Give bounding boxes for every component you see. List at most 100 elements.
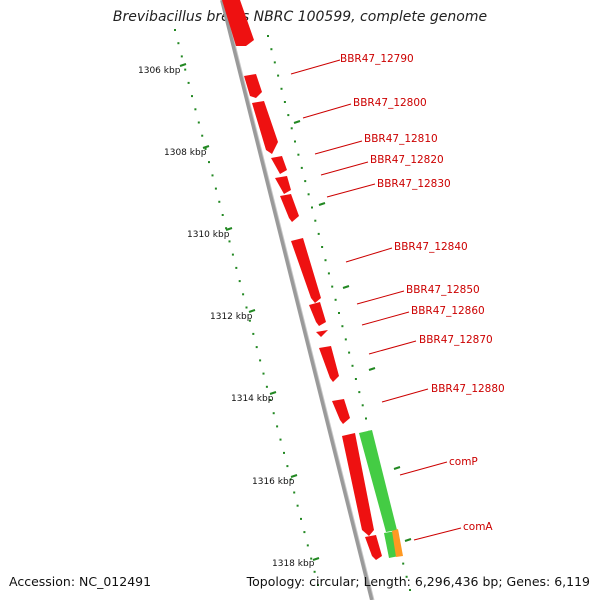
- track-dot: [277, 75, 279, 77]
- track-dot: [300, 518, 302, 520]
- track-dot: [276, 425, 278, 427]
- gene-label[interactable]: BBR47_12830: [377, 178, 451, 190]
- gene-label[interactable]: BBR47_12810: [364, 133, 438, 145]
- track-major-tick: [294, 121, 300, 123]
- track-dot: [355, 378, 357, 380]
- track-dot: [242, 293, 244, 295]
- gene-label[interactable]: BBR47_12870: [419, 334, 493, 346]
- track-major-tick: [405, 539, 411, 541]
- gene-label[interactable]: BBR47_12800: [353, 97, 427, 109]
- track-dot: [284, 101, 286, 103]
- track-dot: [266, 386, 268, 388]
- track-dot: [318, 233, 320, 235]
- track-dot: [270, 48, 272, 50]
- track-dot: [218, 201, 220, 203]
- genome-summary-text: Topology: circular; Length: 6,296,436 bp…: [247, 574, 590, 589]
- gene-label[interactable]: BBR47_12860: [411, 305, 485, 317]
- track-dot: [232, 254, 234, 256]
- accession-text: Accession: NC_012491: [9, 574, 151, 589]
- gene-block[interactable]: [271, 156, 287, 174]
- track-major-tick: [394, 467, 400, 469]
- track-dot: [304, 180, 306, 182]
- leader-line: [369, 341, 416, 354]
- track-dot: [208, 161, 210, 163]
- track-major-tick: [343, 286, 349, 288]
- track-dot: [335, 299, 337, 301]
- track-dot: [286, 465, 288, 467]
- gene-label[interactable]: BBR47_12880: [431, 383, 505, 395]
- genome-backbone: [222, 0, 372, 600]
- kbp-tick-label: 1316 kbp: [252, 477, 295, 487]
- track-dot: [338, 312, 340, 314]
- track-dot: [212, 174, 214, 176]
- kbp-tick-label: 1306 kbp: [138, 66, 181, 76]
- track-dot: [177, 42, 179, 44]
- track-dot: [331, 286, 333, 288]
- track-dot: [229, 240, 231, 242]
- gene-block[interactable]: [319, 346, 339, 382]
- leader-line: [291, 60, 340, 74]
- track-dot: [308, 193, 310, 195]
- leader-line: [321, 162, 368, 175]
- leader-line: [346, 248, 392, 262]
- leader-line: [315, 141, 362, 154]
- gene-block[interactable]: [316, 330, 328, 337]
- track-dot: [263, 373, 265, 375]
- track-dot: [194, 108, 196, 110]
- leader-line: [362, 312, 409, 325]
- gene-label[interactable]: comA: [463, 521, 493, 533]
- track-dot: [314, 220, 316, 222]
- gene-block[interactable]: [365, 535, 382, 560]
- track-dot: [321, 246, 323, 248]
- leader-line: [414, 528, 461, 540]
- gene-block[interactable]: [275, 176, 291, 194]
- leader-line: [382, 389, 428, 402]
- track-dot: [198, 122, 200, 124]
- track-major-tick: [319, 203, 325, 205]
- track-dot: [259, 359, 261, 361]
- gene-label[interactable]: BBR47_12840: [394, 241, 468, 253]
- kbp-tick-label: 1314 kbp: [231, 394, 274, 404]
- track-dot: [358, 391, 360, 393]
- track-dot: [201, 135, 203, 137]
- gene-block[interactable]: [280, 194, 299, 222]
- kbp-tick-label: 1312 kbp: [210, 312, 253, 322]
- kbp-tick-label: 1310 kbp: [187, 230, 230, 240]
- track-dot: [301, 167, 303, 169]
- track-dot: [191, 95, 193, 97]
- kbp-tick-label: 1318 kbp: [272, 559, 315, 569]
- gene-label[interactable]: BBR47_12850: [406, 284, 480, 296]
- track-dot: [188, 82, 190, 84]
- gene-label[interactable]: BBR47_12820: [370, 154, 444, 166]
- track-dot: [348, 352, 350, 354]
- track-dot: [273, 412, 275, 414]
- track-dot: [307, 544, 309, 546]
- track-dot: [294, 141, 296, 143]
- leader-line: [303, 104, 351, 118]
- track-dot: [293, 492, 295, 494]
- track-dot: [274, 61, 276, 63]
- track-dot: [325, 259, 327, 261]
- track-dot: [246, 307, 248, 309]
- genome-map: 1306 kbp 1308 kbp 1310 kbp 1312 kbp 1314…: [0, 0, 600, 600]
- track-dot: [409, 589, 411, 591]
- track-dot: [365, 418, 367, 420]
- track-dot: [280, 439, 282, 441]
- track-major-tick: [369, 368, 375, 370]
- track-dot: [297, 505, 299, 507]
- track-dot: [402, 563, 404, 565]
- gene-label[interactable]: BBR47_12790: [340, 53, 414, 65]
- genome-backbone-highlight: [224, 0, 374, 600]
- gene-label[interactable]: comP: [449, 456, 478, 468]
- gene-block[interactable]: [332, 399, 350, 424]
- track-dot: [341, 325, 343, 327]
- track-dot: [362, 404, 364, 406]
- track-dot: [235, 267, 237, 269]
- track-dot: [215, 188, 217, 190]
- track-dot: [256, 346, 258, 348]
- gene-block[interactable]: [309, 302, 326, 326]
- track-dot: [291, 127, 293, 129]
- track-dot: [352, 365, 354, 367]
- kbp-tick-label: 1308 kbp: [164, 148, 207, 158]
- leader-line: [327, 184, 375, 197]
